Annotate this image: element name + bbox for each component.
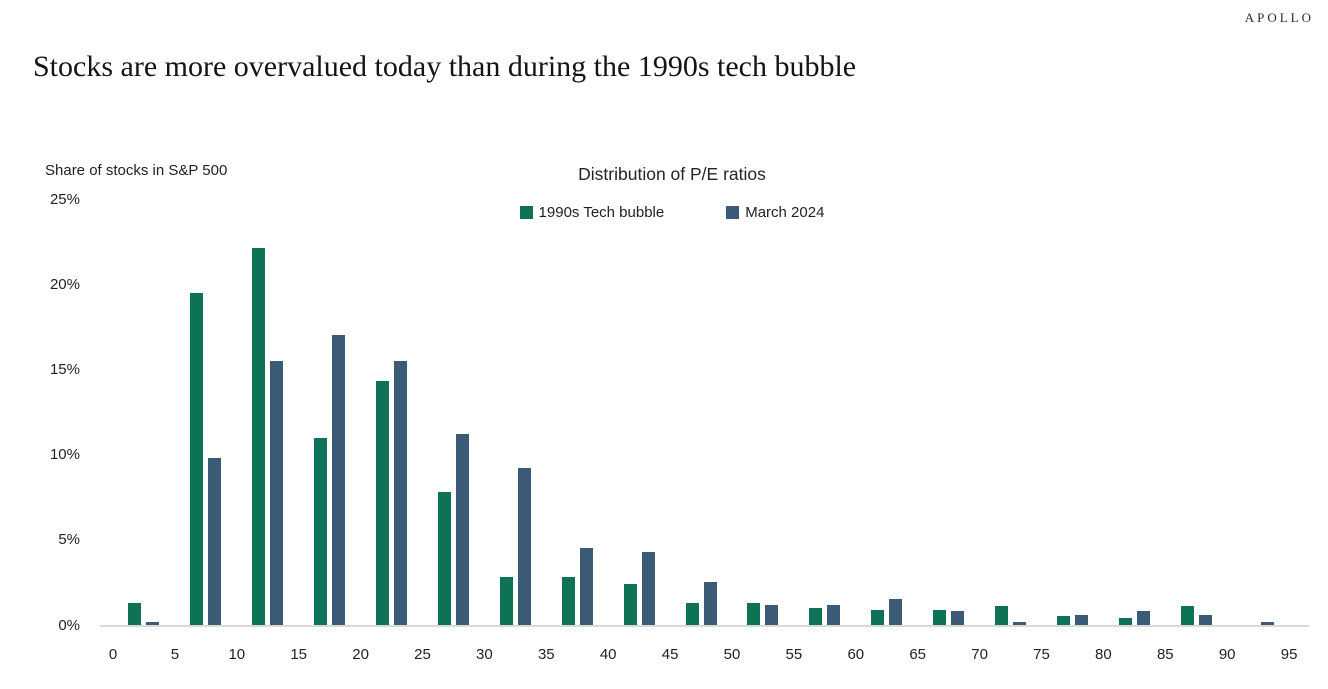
legend-label-1990s-tech-bubble: 1990s Tech bubble [538, 204, 665, 221]
bar-tech-bubble-bin-30-35 [499, 577, 513, 625]
bar-march-2024-bin-90-95 [1260, 621, 1274, 625]
bar-march-2024-bin-20-25 [394, 360, 408, 625]
bar-tech-bubble-bin-70-75 [995, 606, 1009, 625]
x-axis-tick-label: 80 [1095, 646, 1112, 663]
bar-march-2024-bin-0-5 [146, 621, 160, 625]
y-axis-tick-label: 15% [49, 360, 80, 378]
bar-march-2024-bin-45-50 [703, 582, 717, 625]
x-axis-tick-label: 50 [723, 646, 741, 663]
bar-tech-bubble-bin-25-30 [437, 492, 451, 625]
bar-march-2024-bin-5-10 [208, 458, 222, 625]
x-axis-tick-label: 90 [1218, 646, 1236, 663]
x-axis-tick-label: 65 [909, 646, 927, 663]
x-axis-tick-label: 85 [1156, 646, 1174, 663]
bar-tech-bubble-bin-0-5 [128, 602, 142, 625]
y-axis-tick-label: 20% [49, 275, 80, 293]
bar-tech-bubble-bin-65-70 [933, 609, 947, 625]
bar-march-2024-bin-75-80 [1074, 614, 1088, 625]
y-axis-tick-label: 0% [58, 616, 80, 634]
x-axis-tick-label: 25 [414, 646, 431, 663]
bar-march-2024-bin-85-90 [1198, 614, 1212, 625]
bar-march-2024-bin-60-65 [889, 599, 903, 625]
bar-tech-bubble-bin-55-60 [809, 607, 823, 625]
bar-march-2024-bin-40-45 [641, 551, 655, 625]
y-axis-tick-label: 5% [58, 531, 80, 549]
bar-march-2024-bin-15-20 [332, 335, 346, 625]
chart-title: Distribution of P/E ratios [578, 164, 766, 184]
bar-march-2024-bin-80-85 [1136, 611, 1150, 625]
bar-tech-bubble-bin-5-10 [190, 292, 204, 625]
page-title: Stocks are more overvalued today than du… [33, 50, 857, 84]
x-axis-tick-label: 40 [599, 646, 617, 663]
x-axis-tick-label: 35 [537, 646, 555, 663]
bar-tech-bubble-bin-10-15 [252, 248, 266, 625]
bar-march-2024-bin-30-35 [517, 468, 531, 625]
legend-swatch-1990s-tech-bubble [519, 206, 533, 219]
x-axis-tick-label: 20 [352, 646, 369, 663]
legend-item-1990s-tech-bubble[interactable]: 1990s Tech bubble [519, 204, 665, 221]
x-axis-tick-label: 15 [290, 646, 308, 663]
bar-tech-bubble-bin-85-90 [1180, 606, 1194, 625]
bar-tech-bubble-bin-80-85 [1118, 618, 1132, 625]
bar-tech-bubble-bin-20-25 [376, 381, 390, 625]
x-axis-tick-label: 75 [1033, 646, 1050, 663]
bar-tech-bubble-bin-15-20 [314, 437, 328, 625]
x-axis-tick-label: 30 [476, 646, 493, 663]
x-axis-tick-label: 10 [228, 646, 246, 663]
legend-label-march-2024: March 2024 [745, 204, 825, 221]
bar-march-2024-bin-55-60 [827, 604, 841, 625]
bar-march-2024-bin-10-15 [270, 360, 284, 625]
bar-tech-bubble-bin-40-45 [623, 584, 637, 625]
y-axis-caption: Share of stocks in S&P 500 [45, 162, 228, 179]
bar-tech-bubble-bin-60-65 [871, 609, 885, 625]
bar-tech-bubble-bin-45-50 [685, 602, 699, 625]
chart-legend: 1990s Tech bubble March 2024 [16, 204, 1328, 221]
bar-march-2024-bin-35-40 [579, 548, 593, 625]
x-axis-tick-label: 70 [971, 646, 988, 663]
bar-tech-bubble-bin-50-55 [747, 602, 761, 625]
bar-march-2024-bin-50-55 [765, 604, 779, 625]
bar-march-2024-bin-70-75 [1013, 621, 1027, 625]
bar-march-2024-bin-25-30 [455, 434, 469, 625]
x-axis-tick-label: 0 [108, 646, 118, 663]
bar-tech-bubble-bin-35-40 [561, 577, 575, 625]
x-axis-tick-label: 95 [1280, 646, 1298, 663]
bar-tech-bubble-bin-75-80 [1056, 616, 1070, 625]
x-axis-tick-label: 60 [847, 646, 865, 663]
x-axis-tick-label: 45 [661, 646, 679, 663]
x-axis-tick-label: 55 [785, 646, 803, 663]
x-axis-line [100, 625, 1309, 627]
x-axis-tick-label: 5 [170, 646, 180, 663]
legend-swatch-march-2024 [726, 206, 740, 219]
bar-march-2024-bin-65-70 [951, 611, 965, 625]
y-axis-tick-label: 25% [49, 190, 80, 208]
y-axis-tick-label: 10% [49, 446, 80, 464]
apollo-logo: APOLLO [1244, 10, 1314, 25]
legend-item-march-2024[interactable]: March 2024 [726, 204, 824, 221]
